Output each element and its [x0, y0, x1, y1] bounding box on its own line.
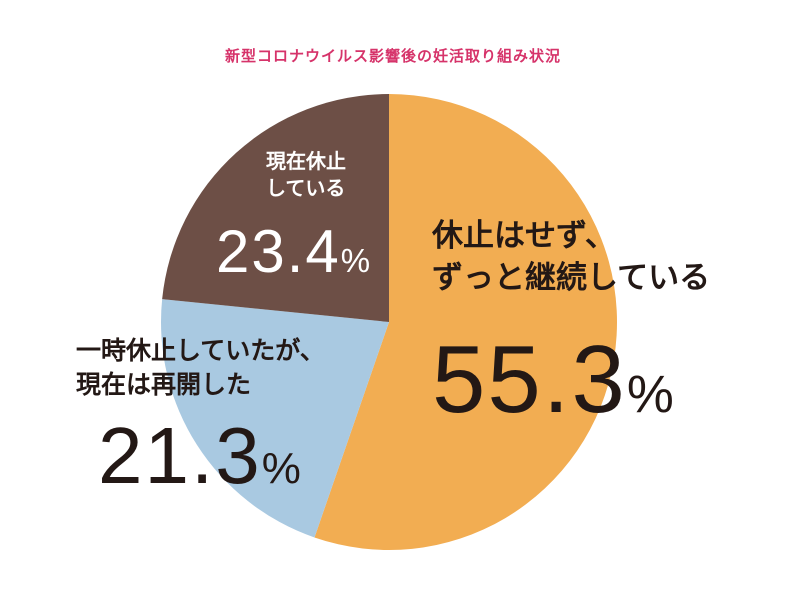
value-number: 21.3: [98, 411, 262, 500]
value-number: 55.3: [432, 326, 627, 433]
slice-value-paused: 23.4%: [216, 222, 370, 282]
slice-label-line1: 現在休止: [266, 149, 346, 173]
slice-label-line2: 現在は再開した: [76, 369, 252, 399]
slice-resumed: [161, 299, 389, 538]
percent-sign: %: [340, 242, 371, 279]
value-number: 23.4: [216, 218, 341, 285]
slice-label-paused: 現在休止 している: [266, 148, 346, 202]
slice-label-line2: している: [266, 176, 346, 200]
slice-value-continuing: 55.3%: [432, 332, 674, 428]
percent-sign: %: [626, 365, 674, 424]
percent-sign: %: [261, 444, 301, 493]
slice-label-line2: ずっと継続している: [432, 259, 711, 296]
slice-paused: [162, 93, 389, 322]
slice-label-line1: 一時休止していたが、: [76, 336, 325, 365]
slice-label-resumed: 一時休止していたが、 現在は再開した: [76, 334, 325, 402]
slice-value-resumed: 21.3%: [98, 416, 301, 496]
chart-title: 新型コロナウイルス影響後の妊活取り組み状況: [224, 47, 561, 65]
slice-label-continuing: 休止はせず、 ずっと継続している: [432, 216, 710, 300]
slice-label-line1: 休止はせず、: [432, 218, 616, 254]
slice-continuing: [314, 94, 618, 550]
